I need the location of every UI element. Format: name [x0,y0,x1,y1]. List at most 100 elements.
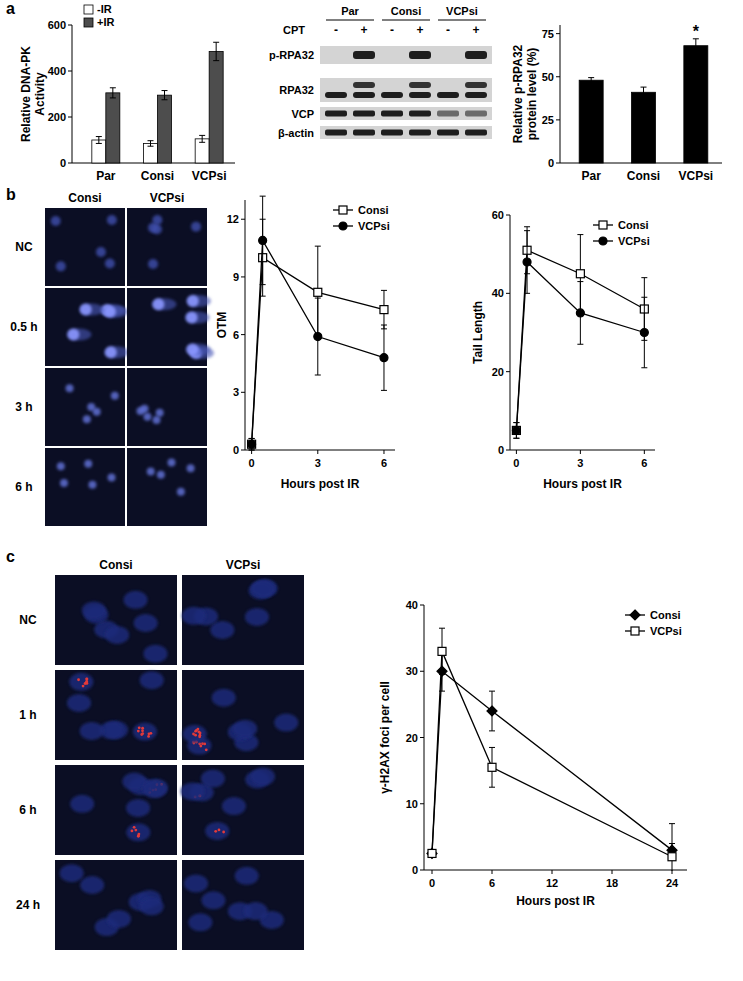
blot-band [381,130,403,136]
nucleus [51,216,61,226]
nucleus [134,614,158,632]
blot-treatment: + [472,23,479,37]
series-line [432,651,672,856]
blot-band [409,111,431,117]
category-label: VCPsi [192,169,227,183]
x-tick-label: 6 [381,457,387,469]
x-tick [432,870,433,874]
y-tick [420,737,424,738]
error-bar [439,628,445,674]
error-cap [315,246,321,247]
comet-head [152,298,164,310]
micrograph-row: 3 h [15,400,32,414]
micrograph [182,670,304,760]
y-tick-label: 12 [227,213,239,225]
blot-treatment: + [416,23,423,37]
y-tick-label: 9 [233,271,239,283]
panel-letter: b [6,186,16,203]
legend-label: -IR [97,3,112,15]
y-tick [241,450,245,451]
error-bar [577,282,583,345]
error-cap [96,143,102,144]
micrograph-row: 6 h [15,480,32,494]
nucleus [147,468,155,476]
line-chart: 036912OTM036Hours post IRConsiVCPsi [215,196,395,491]
focus [198,742,201,745]
marker [631,627,639,635]
error-bar [381,325,387,390]
focus [199,732,202,735]
axis-title-line: Activity [33,72,47,116]
focus [77,678,80,681]
bar [209,51,223,163]
nucleus [96,247,106,257]
error-cap [669,823,675,824]
marker [380,354,388,362]
x-tick [317,450,318,454]
error-cap [641,297,647,298]
error-bar [249,438,255,450]
error-cap [439,628,445,629]
marker [339,206,347,214]
micrograph [182,860,304,950]
legend-swatch [84,5,93,14]
axis-title: Relative p-RPA32protein level (%) [511,44,539,143]
micrograph [45,368,125,446]
error-cap [439,674,445,675]
comet-head [80,303,92,315]
axis-title: Hours post IR [281,477,360,491]
focus [82,685,85,688]
x-tick-label: 6 [641,457,647,469]
x-tick-label: 0 [513,457,519,469]
nucleus [70,795,94,813]
bar [144,143,158,163]
focus [84,682,87,685]
error-cap [260,296,266,297]
marker [576,309,584,317]
nucleus [182,607,206,625]
micrograph-column: VCPsi [150,191,185,205]
micrograph [182,575,304,665]
legend-label: VCPsi [358,220,390,232]
micrograph-bg [45,208,125,286]
y-tick-label: 40 [406,599,418,611]
nucleus [107,910,131,928]
legend-label: VCPsi [650,625,682,637]
bars [92,42,223,163]
error-cap [641,277,647,278]
series-line [516,250,644,430]
error-bar [669,824,675,871]
blot-group-line [326,20,374,21]
error-cap [110,87,116,88]
micrograph [45,288,129,366]
nucleus [201,891,225,909]
error-bar [513,423,519,439]
error-bar [110,88,116,98]
error-cap [489,787,495,788]
error-cap [315,298,321,299]
blot-row-label: VCP [291,108,314,120]
error-cap [148,146,154,147]
nucleus [80,876,104,894]
blot-band [437,130,459,136]
error-cap [588,77,594,78]
blot-group: VCPsi [446,5,478,17]
focus [85,678,88,681]
error-cap [110,97,116,98]
micrograph-bg [182,765,304,855]
y-tick [556,163,560,164]
blot-strip [320,126,492,139]
line-chart: 010203040γ-H2AX foci per cell06121824Hou… [378,599,687,908]
error-cap [96,136,102,137]
blot-band [353,130,375,136]
focus [203,743,206,746]
micrograph [127,368,207,446]
micrograph-bg [55,575,177,665]
error-cap [588,82,594,83]
micrograph-row: 24 h [16,898,40,912]
blot-band [381,111,403,117]
focus [147,735,150,738]
error-bar [429,850,435,857]
nucleus [107,215,117,225]
nucleus [83,415,91,423]
